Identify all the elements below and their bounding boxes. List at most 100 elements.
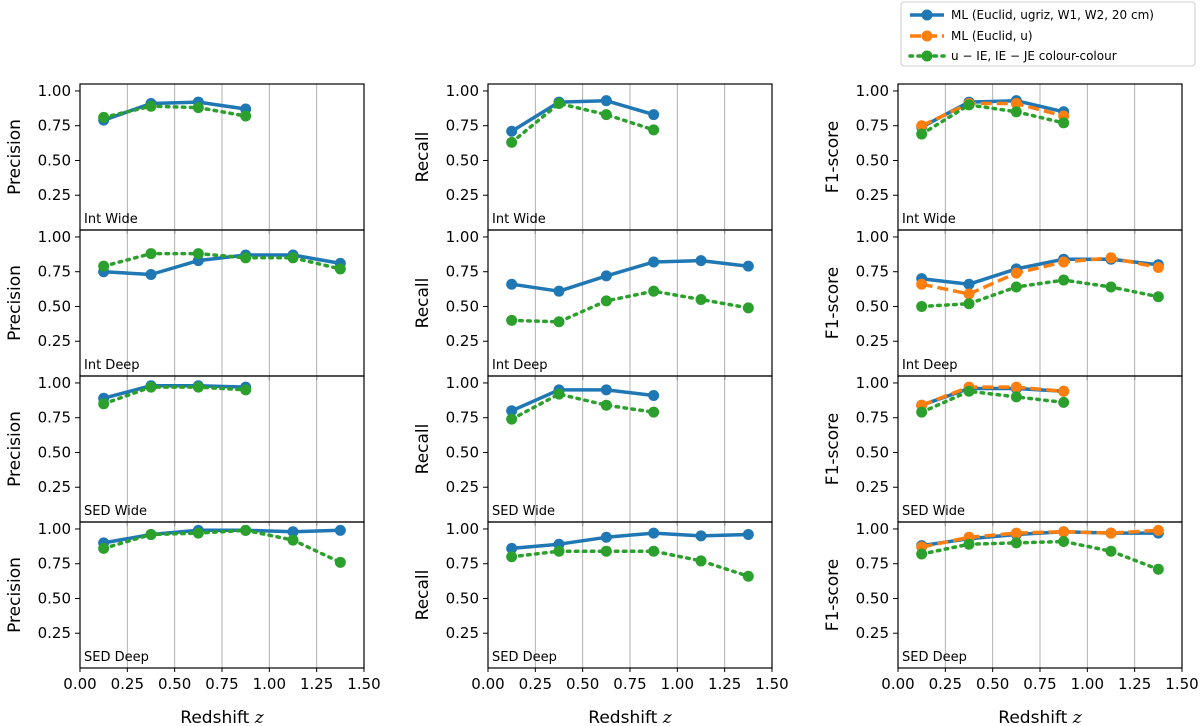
legend-label-ml-full: ML (Euclid, ugriz, W1, W2, 20 cm) [951,8,1154,22]
data-point-ml-u [1058,256,1070,268]
series-line-colour-colour [919,103,1066,136]
panel-precision-sed-wide: 0.25 0.50 0.75 1.00 Precision SED Wide [5,374,365,526]
data-point-ml-u [1152,524,1164,536]
data-point-colour-colour [916,406,928,418]
data-point-colour-colour [98,111,110,123]
y-tick-label: 1.00 [38,374,71,392]
x-tick-label: 0.25 [111,675,144,693]
data-point-ml-full [506,405,518,417]
data-point-colour-colour [1010,106,1022,118]
series-line-colour-colour [509,289,751,324]
data-point-colour-colour [963,99,975,111]
data-point-colour-colour [98,260,110,272]
y-tick-label: 0.25 [446,186,479,204]
y-tick-label: 0.50 [38,297,71,315]
data-point-colour-colour [600,295,612,307]
data-point-colour-colour [1058,396,1070,408]
x-tick-label: 1.00 [253,675,286,693]
y-axis-label: Precision [5,119,25,195]
x-tick-label: 0.75 [613,675,646,693]
y-tick-label: 0.25 [856,478,889,496]
y-axis-label: F1-score [823,413,843,485]
y-tick-label: 0.75 [446,263,479,281]
x-tick-label: 1.00 [661,675,694,693]
y-tick-label: 0.25 [446,624,479,642]
x-tick-label: 1.25 [1118,675,1151,693]
data-point-colour-colour [742,302,754,314]
y-tick-label: 0.50 [446,589,479,607]
data-point-colour-colour [1010,391,1022,403]
y-tick-label: 0.50 [446,443,479,461]
data-point-colour-colour [192,102,204,114]
x-axis-label: Redshift z [588,708,672,726]
y-tick-label: 1.00 [856,82,889,100]
y-tick-label: 0.75 [38,117,71,135]
data-point-colour-colour [600,109,612,121]
legend-label-colour-colour: u − IE, IE − JE colour-colour [951,49,1117,63]
data-point-ml-u [916,278,928,290]
x-tick-label: 0.00 [471,675,504,693]
data-point-colour-colour [334,556,346,568]
panel-f1-score-int-wide: 0.25 0.50 0.75 1.00 F1-score Int Wide [823,82,1183,234]
data-point-ml-full [742,529,754,541]
data-point-colour-colour [1058,535,1070,547]
series-line-colour-colour [919,539,1161,572]
data-point-ml-u [916,120,928,132]
legend-label-ml-u: ML (Euclid, u) [951,29,1033,43]
y-tick-label: 0.25 [446,478,479,496]
x-tick-label: 1.25 [708,675,741,693]
series-line-colour-colour [509,549,751,578]
sample-label: SED Wide [492,504,555,519]
sample-label: Int Wide [902,212,956,227]
y-tick-label: 0.50 [856,297,889,315]
data-point-ml-full [600,531,612,543]
x-tick-label: 1.50 [755,675,788,693]
data-point-colour-colour [1058,117,1070,129]
data-point-colour-colour [506,314,518,326]
y-tick-label: 1.00 [856,520,889,538]
x-tick-label: 0.50 [566,675,599,693]
data-point-colour-colour [695,555,707,567]
data-point-ml-u [1058,385,1070,397]
data-point-colour-colour [553,388,565,400]
data-point-ml-u [963,288,975,300]
series-line-colour-colour [919,389,1066,414]
data-point-colour-colour [695,294,707,306]
data-point-colour-colour [916,548,928,560]
data-point-ml-u [1105,252,1117,264]
data-point-ml-full [742,260,754,272]
x-tick-label: 0.00 [63,675,96,693]
data-point-ml-u [1010,381,1022,393]
y-tick-label: 0.25 [856,186,889,204]
data-point-colour-colour [553,545,565,557]
x-tick-label: 1.25 [300,675,333,693]
series-line-ml-full [511,258,749,293]
data-point-colour-colour [1010,537,1022,549]
data-point-colour-colour [648,545,660,557]
y-tick-label: 0.50 [38,151,71,169]
data-point-colour-colour [145,100,157,112]
y-tick-label: 0.50 [446,297,479,315]
y-tick-label: 0.50 [446,151,479,169]
legend-marker-colour-colour [921,50,933,62]
data-point-colour-colour [963,538,975,550]
x-tick-label: 1.50 [347,675,380,693]
y-axis-label: Precision [5,557,25,633]
sample-label: Int Deep [902,358,958,373]
data-point-colour-colour [506,551,518,563]
legend: ML (Euclid, ugriz, W1, W2, 20 cm) ML (Euc… [900,1,1196,67]
data-point-colour-colour [240,252,252,264]
data-point-colour-colour [240,524,252,536]
y-axis-label: Precision [5,265,25,341]
y-tick-label: 0.50 [856,589,889,607]
panel-f1-score-sed-wide: 0.25 0.50 0.75 1.00 F1-score SED Wide [823,374,1183,526]
data-point-ml-full [506,278,518,290]
y-tick-label: 0.25 [38,186,71,204]
legend-marker-ml-u [921,30,933,42]
data-point-colour-colour [506,413,518,425]
data-point-colour-colour [287,534,299,546]
data-point-ml-full [553,285,565,297]
data-point-ml-full [648,109,660,121]
data-point-colour-colour [1105,281,1117,293]
data-point-colour-colour [506,136,518,148]
